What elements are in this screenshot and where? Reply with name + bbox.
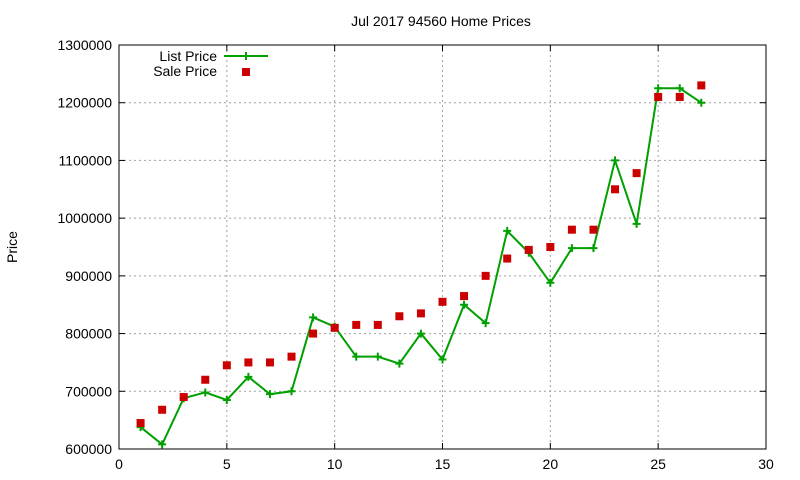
data-point-sale-price <box>416 309 425 318</box>
data-point-sale-price <box>567 225 576 234</box>
x-tick-labels: 0 5 10 15 20 25 30 <box>115 456 774 472</box>
y-tick-label: 600000 <box>65 441 112 457</box>
y-tick-label: 1000000 <box>57 210 112 226</box>
data-point-sale-price <box>201 375 210 384</box>
y-tick-label: 1200000 <box>57 95 112 111</box>
data-point-list-price <box>675 84 684 93</box>
legend-label-list-price: List Price <box>159 48 217 64</box>
data-point-sale-price <box>481 271 490 280</box>
y-tick-label: 800000 <box>65 326 112 342</box>
y-tick-label: 700000 <box>65 383 112 399</box>
data-point-sale-price <box>654 92 663 101</box>
grid-lines <box>119 45 766 449</box>
data-point-list-price <box>222 395 231 404</box>
series-layer <box>136 81 706 449</box>
data-point-list-price <box>654 84 663 93</box>
x-tick-label: 10 <box>327 456 343 472</box>
data-point-sale-price <box>265 358 274 367</box>
legend-swatch-list-price-marker <box>242 52 250 60</box>
data-point-list-price <box>158 440 167 449</box>
data-point-sale-price <box>438 297 447 306</box>
y-tick-label: 1100000 <box>59 152 113 168</box>
data-point-sale-price <box>179 393 188 402</box>
x-tick-label: 25 <box>650 456 666 472</box>
data-point-list-price <box>201 388 210 397</box>
data-point-list-price <box>265 390 274 399</box>
data-point-list-price <box>546 278 555 287</box>
data-point-sale-price <box>546 243 555 251</box>
data-point-list-price <box>309 313 318 322</box>
data-point-list-price <box>438 355 447 364</box>
data-point-sale-price <box>524 245 533 254</box>
data-point-sale-price <box>503 254 512 263</box>
y-tick-labels: 600000 700000 800000 900000 1000000 1100000 12… <box>57 37 112 457</box>
data-point-sale-price <box>373 320 382 329</box>
data-point-list-price <box>632 219 641 228</box>
data-point-list-price <box>352 352 361 361</box>
x-tick-label: 20 <box>543 456 559 472</box>
data-point-sale-price <box>330 323 339 332</box>
data-point-sale-price <box>136 419 145 428</box>
data-point-sale-price <box>632 169 641 178</box>
data-point-sale-price <box>611 185 620 194</box>
data-point-list-price <box>460 300 469 309</box>
data-point-list-price <box>503 226 512 235</box>
legend-swatch-sale-price-marker <box>242 68 250 76</box>
y-axis-label: Price <box>4 231 20 263</box>
data-point-sale-price <box>158 405 167 414</box>
legend-label-sale-price: Sale Price <box>153 63 217 79</box>
x-tick-label: 30 <box>758 456 774 472</box>
data-point-sale-price <box>352 320 361 329</box>
x-tick-label: 15 <box>435 456 451 472</box>
y-tick-label: 900000 <box>65 268 112 284</box>
legend-plus-marker <box>242 52 250 60</box>
data-point-sale-price <box>460 292 469 301</box>
data-point-list-price <box>244 372 253 381</box>
y-tick-label: 1300000 <box>57 37 112 53</box>
data-point-list-price <box>287 387 296 396</box>
data-point-list-price <box>697 98 706 107</box>
data-point-sale-price <box>287 352 296 361</box>
plot-frame <box>118 44 767 450</box>
data-point-list-price <box>611 156 620 165</box>
data-point-list-price <box>373 352 382 361</box>
legend: List Price Sale Price <box>153 48 268 79</box>
data-point-sale-price <box>244 358 253 367</box>
data-point-sale-price <box>222 361 231 370</box>
data-point-list-price <box>481 319 490 328</box>
data-point-sale-price <box>675 92 684 101</box>
data-point-list-price <box>395 359 404 368</box>
x-tick-label: 5 <box>223 456 231 472</box>
data-point-list-price <box>416 329 425 338</box>
data-point-sale-price <box>697 81 706 90</box>
data-point-sale-price <box>395 312 404 321</box>
x-tick-label: 0 <box>115 456 123 472</box>
data-point-sale-price <box>309 329 318 338</box>
chart-title: Jul 2017 94560 Home Prices <box>351 13 531 29</box>
data-point-list-price <box>589 244 598 253</box>
data-point-list-price <box>567 244 576 253</box>
data-point-sale-price <box>589 225 598 234</box>
